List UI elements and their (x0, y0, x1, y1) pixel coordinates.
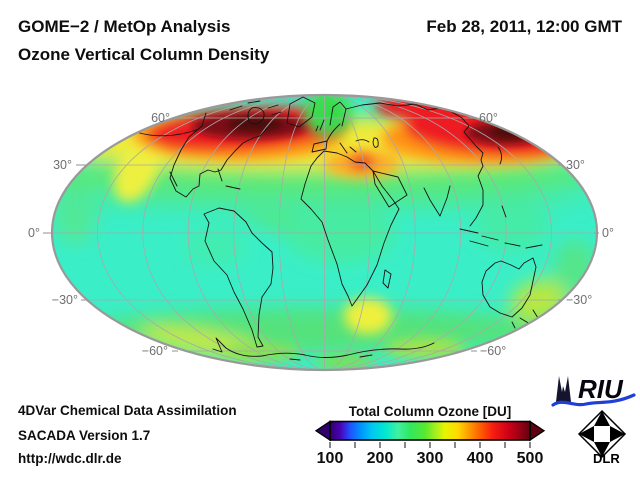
lat-label-m60-left: −60° (142, 344, 168, 358)
lat-label-m30-right: −30° (566, 293, 592, 307)
lat-label-30-left: 30° (53, 158, 72, 172)
colorbar-title: Total Column Ozone [DU] (349, 404, 511, 419)
dlr-logo: DLR (577, 409, 627, 466)
lat-label-60-left: 60° (151, 111, 170, 125)
colorbar-tick-100: 100 (317, 450, 344, 467)
footer-line3-url: http://wdc.dlr.de (18, 451, 122, 466)
latitude-labels: 60° 30° 0° −30° −60° 60° 30° 0° −30° −60… (28, 111, 614, 358)
lat-label-60-right: 60° (479, 111, 498, 125)
continent-outlines (135, 96, 543, 361)
colorbar-tick-300: 300 (417, 450, 444, 467)
footer-line1: 4DVar Chemical Data Assimilation (18, 403, 237, 418)
lat-label-0-right: 0° (602, 226, 614, 240)
riu-cathedral-icon (556, 376, 571, 402)
riu-logo: RIU (551, 374, 636, 407)
dlr-diamond-right-arm (610, 426, 625, 442)
colorbar-gradient-bar (329, 420, 531, 441)
latitude-label-ticks (43, 117, 599, 352)
colorbar-left-arrow (314, 420, 331, 442)
riu-wave-icon (551, 393, 636, 407)
dlr-diamond-top-arm (594, 411, 610, 426)
dlr-logo-text: DLR (593, 451, 620, 466)
dlr-diamond-left-arm (579, 426, 594, 442)
colorbar-ticks (329, 442, 531, 448)
colorbar-tick-500: 500 (517, 450, 544, 467)
ozone-field (52, 95, 597, 370)
footer-line2: SACADA Version 1.7 (18, 428, 150, 443)
title-line2: Ozone Vertical Column Density (18, 45, 270, 64)
lat-label-30-right: 30° (566, 158, 585, 172)
dlr-diamond-bottom-arm (594, 442, 610, 457)
lat-label-m30-left: −30° (52, 293, 78, 307)
riu-logo-text: RIU (578, 374, 624, 404)
colorbar-tick-200: 200 (367, 450, 394, 467)
lat-label-m60-right: −60° (480, 344, 506, 358)
colorbar-right-arrow (529, 420, 546, 442)
datetime-label: Feb 28, 2011, 12:00 GMT (426, 17, 622, 36)
graticule (52, 95, 597, 370)
world-map: 60° 30° 0° −30° −60° 60° 30° 0° −30° −60… (28, 93, 614, 372)
colorbar-tick-400: 400 (467, 450, 494, 467)
lat-label-0-left: 0° (28, 226, 40, 240)
colorbar: Total Column Ozone [DU] 100 200 300 400 … (314, 404, 546, 467)
title-line1: GOME−2 / MetOp Analysis (18, 17, 230, 36)
